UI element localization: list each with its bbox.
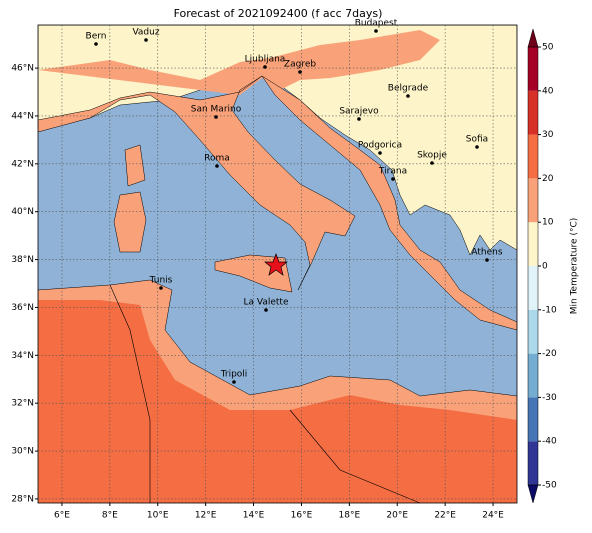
italy	[38, 75, 356, 291]
colorbar-segment	[528, 309, 538, 354]
city-marker	[485, 258, 489, 262]
city-marker	[378, 151, 382, 155]
colorbar-segment	[528, 222, 538, 266]
plot-frame	[37, 24, 518, 504]
city-label: Sarajevo	[339, 107, 379, 117]
y-tick-label: 32°N	[11, 399, 34, 409]
y-tick-label: 44°N	[11, 111, 34, 121]
colorbar-tick-label: 0	[542, 262, 548, 272]
city-label: Sofia	[466, 135, 488, 145]
colorbar-segment	[528, 134, 538, 179]
colorbar-segment	[528, 178, 538, 223]
city-label: Tunis	[149, 276, 173, 286]
colorbar-tick-label: 10	[542, 218, 554, 228]
x-tick-label: 16°E	[291, 511, 313, 521]
city-label: Zagreb	[284, 60, 316, 70]
city-marker	[298, 70, 302, 74]
city-label: Belgrade	[388, 84, 429, 94]
colorbar-segment	[528, 266, 538, 310]
city-label: Bern	[86, 32, 107, 42]
city-marker	[144, 38, 148, 42]
colorbar-tick-label: -50	[542, 481, 557, 491]
y-tick-label: 38°N	[11, 255, 34, 265]
city-label: La Valette	[244, 298, 289, 308]
city-marker	[263, 65, 267, 69]
colorbar-tick-label: -30	[542, 393, 557, 403]
colorbar-extend-high	[527, 28, 539, 48]
x-tick-label: 24°E	[482, 511, 504, 521]
city-marker	[232, 380, 236, 384]
y-tick-label: 34°N	[11, 351, 34, 361]
city-label: Tirana	[378, 167, 407, 177]
land-warm	[38, 30, 440, 95]
y-tick-label: 36°N	[11, 303, 34, 313]
y-tick-label: 42°N	[11, 159, 34, 169]
colorbar-extend-low	[527, 484, 539, 504]
city-label: Ljubljana	[245, 55, 286, 65]
city-marker	[406, 94, 410, 98]
sardinia	[113, 191, 147, 253]
y-tick-label: 46°N	[11, 64, 34, 74]
colorbar-segment	[528, 47, 538, 91]
city-marker	[264, 308, 268, 312]
colorbar-tick-label: 30	[542, 130, 554, 140]
location-star	[264, 253, 288, 276]
corsica	[124, 144, 146, 187]
colorbar-tick-label: 20	[542, 174, 554, 184]
city-marker	[430, 161, 434, 165]
colorbar-segment	[528, 397, 538, 442]
x-tick-label: 8°E	[102, 511, 118, 521]
city-label: San Marino	[191, 105, 242, 115]
city-marker	[391, 177, 395, 181]
x-tick-label: 14°E	[243, 511, 265, 521]
colorbar-tick-label: -40	[542, 437, 557, 447]
city-label: Podgorica	[358, 141, 402, 151]
city-marker	[475, 145, 479, 149]
colorbar-tick-label: 50	[542, 43, 554, 53]
city-marker	[214, 115, 218, 119]
x-tick-label: 6°E	[54, 511, 70, 521]
city-marker	[374, 29, 378, 33]
colorbar-tick-label: -10	[542, 305, 557, 315]
y-tick-label: 30°N	[11, 447, 34, 457]
colorbar-segment	[528, 441, 538, 485]
colorbar-tick-label: 40	[542, 86, 554, 96]
city-label: Skopje	[417, 151, 447, 161]
colorbar-tick-label: -20	[542, 349, 557, 359]
y-tick-label: 40°N	[11, 207, 34, 217]
city-label: Tripoli	[220, 370, 248, 380]
colorbar-segment	[528, 90, 538, 135]
x-tick-label: 22°E	[434, 511, 456, 521]
city-label: Vaduz	[132, 28, 159, 38]
x-tick-label: 18°E	[339, 511, 361, 521]
city-label: Roma	[204, 154, 230, 164]
city-marker	[357, 117, 361, 121]
city-label: Budapest	[355, 19, 398, 29]
x-tick-label: 12°E	[195, 511, 217, 521]
x-tick-label: 10°E	[147, 511, 169, 521]
title: Forecast of 2021092400 (f acc 7days)	[174, 7, 383, 20]
colorbar-segment	[528, 353, 538, 398]
city-label: Athens	[471, 248, 502, 258]
city-marker	[159, 286, 163, 290]
x-tick-label: 20°E	[386, 511, 408, 521]
city-marker	[94, 42, 98, 46]
colorbar-label: Min Temperature (°C)	[570, 218, 580, 315]
balkan-coast	[261, 75, 517, 331]
city-marker	[215, 164, 219, 168]
y-tick-label: 28°N	[11, 494, 34, 504]
